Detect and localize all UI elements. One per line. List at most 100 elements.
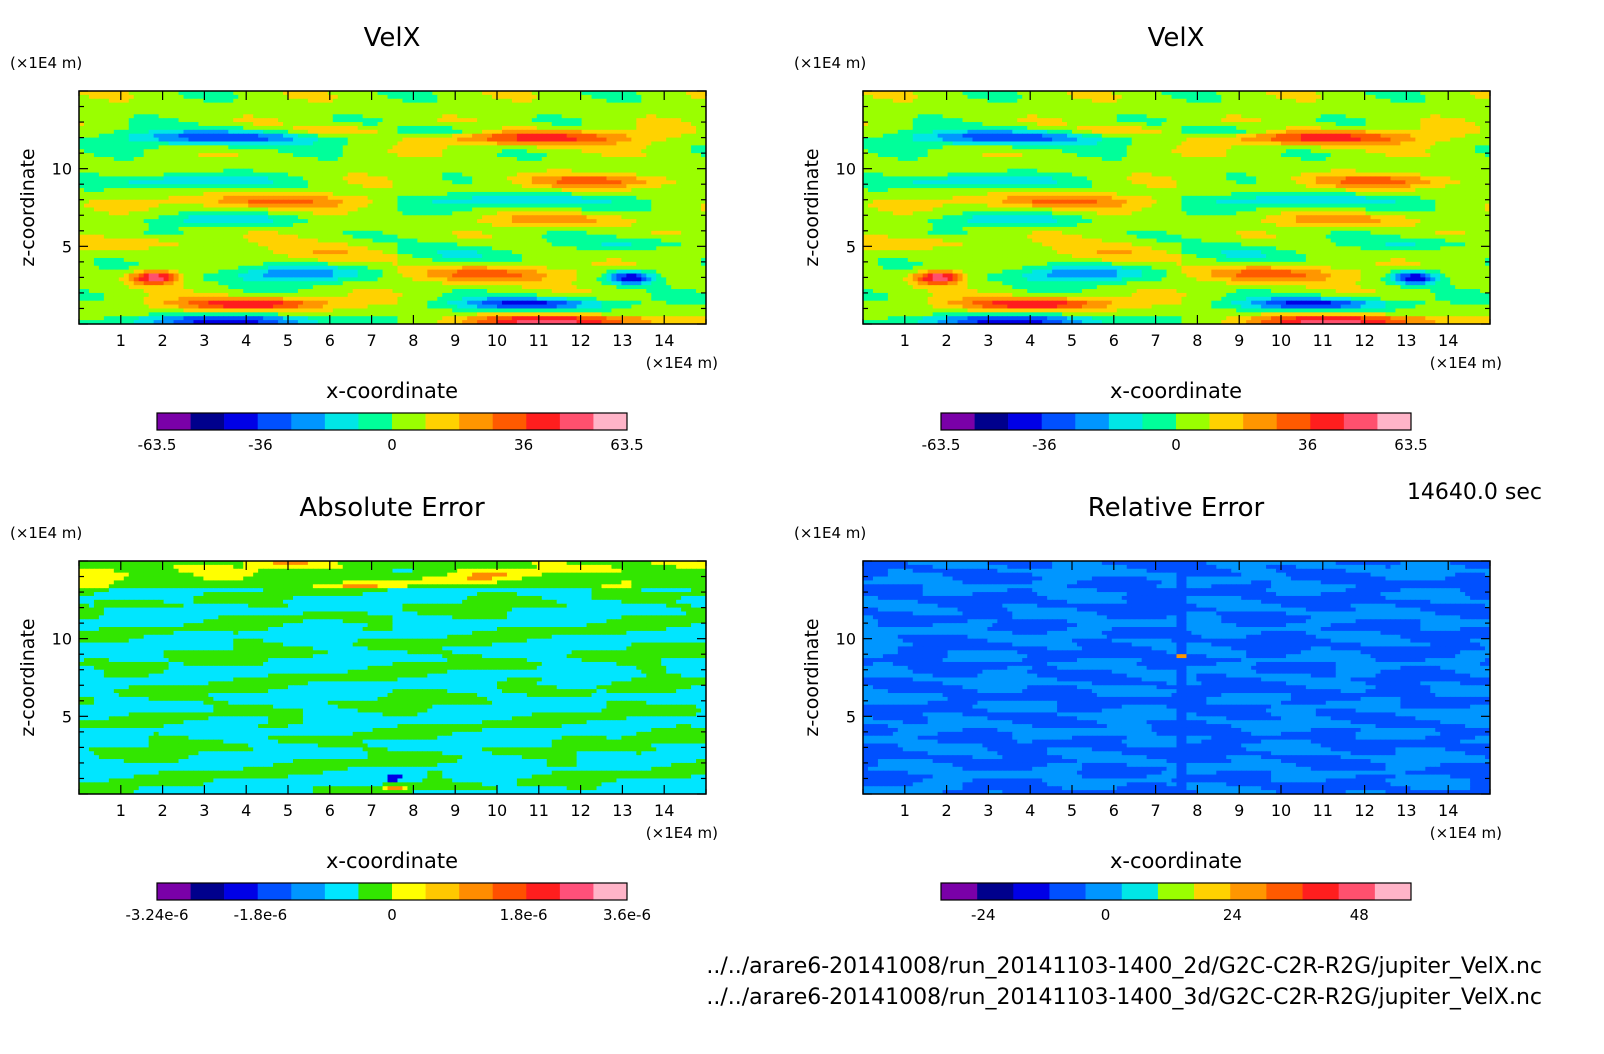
heatmap-cell xyxy=(138,226,145,232)
heatmap-cell xyxy=(506,153,513,158)
heatmap-cell xyxy=(228,106,234,112)
heatmap-cell xyxy=(228,234,234,240)
heatmap-cell xyxy=(88,102,95,108)
heatmap-cell xyxy=(103,98,110,104)
heatmap-cell xyxy=(288,164,294,170)
heatmap-cell xyxy=(626,153,632,158)
heatmap-cell xyxy=(302,137,309,143)
heatmap-cell xyxy=(83,215,90,220)
heatmap-cell xyxy=(377,157,384,162)
heatmap-cell xyxy=(472,215,478,220)
heatmap-cell xyxy=(352,122,359,127)
heatmap-cell xyxy=(457,141,463,146)
heatmap-cell xyxy=(447,219,453,224)
heatmap-cell xyxy=(377,191,384,197)
heatmap-cell xyxy=(447,234,453,240)
heatmap-cell xyxy=(641,207,647,212)
heatmap-cell xyxy=(487,98,493,104)
heatmap-cell xyxy=(447,118,453,123)
heatmap-cell xyxy=(133,172,140,178)
heatmap-cell xyxy=(302,172,309,178)
heatmap-cell xyxy=(531,141,538,146)
heatmap-cell xyxy=(347,91,354,96)
heatmap-cell xyxy=(457,207,463,212)
heatmap-cell xyxy=(661,110,667,115)
heatmap-cell xyxy=(342,141,349,146)
heatmap-cell xyxy=(482,230,488,236)
heatmap-cell xyxy=(128,168,135,174)
heatmap-cell xyxy=(158,180,165,185)
heatmap-cell xyxy=(198,207,205,212)
heatmap-cell xyxy=(268,188,274,193)
heatmap-cell xyxy=(641,91,647,96)
heatmap-cell xyxy=(263,176,269,181)
heatmap-cell xyxy=(676,91,682,96)
heatmap-cell xyxy=(362,141,369,146)
heatmap-cell xyxy=(422,118,428,123)
heatmap-cell xyxy=(387,91,394,96)
heatmap-cell xyxy=(541,207,548,212)
heatmap-cell xyxy=(477,122,483,127)
heatmap-cell xyxy=(188,129,195,135)
heatmap-cell xyxy=(482,215,488,220)
heatmap-cell xyxy=(337,207,344,212)
heatmap-cell xyxy=(223,102,229,108)
heatmap-cell xyxy=(646,188,652,193)
heatmap-cell xyxy=(347,114,354,119)
heatmap-cell xyxy=(452,118,458,123)
y-unit-label: (×1E4 m) xyxy=(10,54,82,72)
heatmap-cell xyxy=(263,219,269,224)
heatmap-cell xyxy=(337,195,344,201)
heatmap-cell xyxy=(133,114,140,119)
heatmap-cell xyxy=(283,238,289,244)
heatmap-cell xyxy=(596,98,603,104)
heatmap-cell xyxy=(113,157,120,162)
heatmap-cell xyxy=(681,141,687,146)
heatmap-cell xyxy=(472,223,478,228)
heatmap-cell xyxy=(203,149,209,154)
heatmap-cell xyxy=(407,172,414,178)
heatmap-cell xyxy=(372,199,379,205)
heatmap-cell xyxy=(511,215,518,220)
heatmap-cell xyxy=(601,211,608,216)
heatmap-cell xyxy=(93,145,100,150)
heatmap-cell xyxy=(332,145,339,150)
heatmap-cell xyxy=(551,223,558,228)
heatmap-cell xyxy=(472,191,478,197)
heatmap-cell xyxy=(377,195,384,201)
heatmap-cell xyxy=(696,230,702,236)
heatmap-cell xyxy=(357,234,364,240)
heatmap-cell xyxy=(601,91,608,96)
heatmap-cell xyxy=(143,230,150,236)
heatmap-cell xyxy=(193,137,200,143)
heatmap-cell xyxy=(571,191,578,197)
heatmap-cell xyxy=(367,122,374,127)
heatmap-cell xyxy=(292,141,299,146)
heatmap-cell xyxy=(352,184,359,189)
heatmap-cell xyxy=(213,98,219,104)
heatmap-cell xyxy=(452,207,458,212)
heatmap-cell xyxy=(153,129,160,135)
heatmap-cell xyxy=(243,149,249,154)
heatmap-cell xyxy=(417,91,423,96)
heatmap-cell xyxy=(357,145,364,150)
heatmap-cell xyxy=(531,164,538,170)
heatmap-cell xyxy=(382,184,389,189)
heatmap-cell xyxy=(526,203,533,209)
heatmap-cell xyxy=(163,149,170,154)
heatmap-cell xyxy=(337,141,344,146)
heatmap-cell xyxy=(208,137,214,143)
heatmap-cell xyxy=(412,114,418,119)
heatmap-cell xyxy=(701,211,706,216)
heatmap-cell xyxy=(462,102,468,108)
heatmap-cell xyxy=(208,91,214,96)
heatmap-cell xyxy=(312,219,319,224)
heatmap-cell xyxy=(302,211,309,216)
heatmap-cell xyxy=(666,184,672,189)
heatmap-cell xyxy=(218,98,224,104)
heatmap-cell xyxy=(208,153,214,158)
heatmap-cell xyxy=(258,133,264,139)
heatmap-cell xyxy=(447,215,453,220)
heatmap-cell xyxy=(457,223,463,228)
heatmap-cell xyxy=(263,199,269,205)
